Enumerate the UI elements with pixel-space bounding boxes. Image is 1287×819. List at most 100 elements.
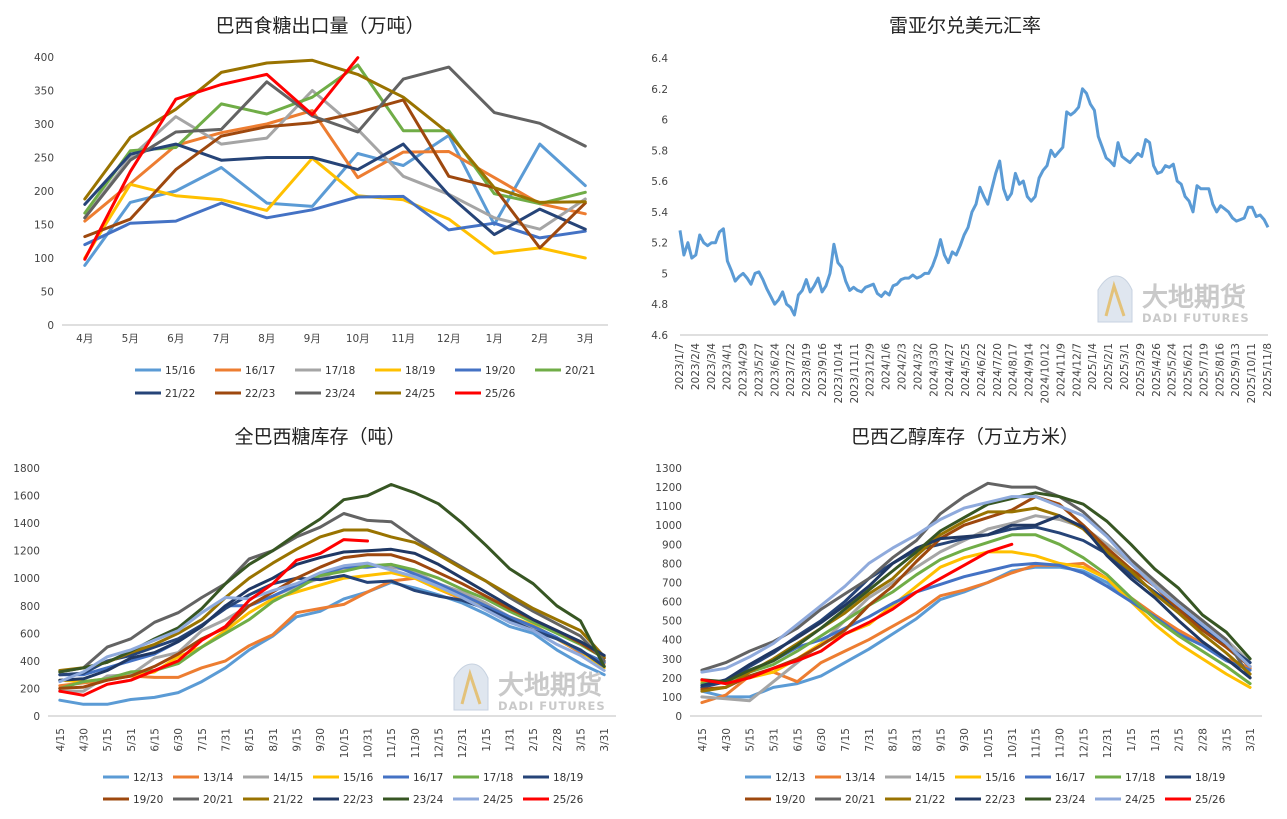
legend-item: 18/19 [375, 365, 435, 377]
y-tick-label: 1200 [655, 482, 682, 494]
y-tick-label: 200 [662, 673, 682, 685]
x-tick-label: 2024/12/7 [1071, 343, 1083, 397]
x-tick-label: 9/30 [315, 728, 327, 752]
y-tick-label: 300 [662, 654, 682, 666]
legend-item: 24/25 [1095, 794, 1155, 806]
legend-item: 15/16 [135, 365, 196, 377]
x-tick-label: 4/30 [79, 728, 91, 752]
series-line-25-26 [83, 56, 360, 261]
y-tick-label: 4.8 [651, 299, 668, 311]
series-line-24-25 [700, 495, 1252, 674]
y-tick-label: 500 [662, 616, 682, 628]
legend-item: 12/13 [745, 772, 805, 784]
x-tick-label: 8/15 [888, 728, 900, 752]
legend-item: 18/19 [523, 772, 583, 784]
legend-label: 25/26 [1195, 794, 1226, 806]
series-line-18-19 [58, 574, 606, 677]
y-tick-label: 6.2 [651, 84, 668, 96]
x-tick-label: 2024/10/12 [1040, 343, 1052, 404]
watermark-mountain-icon [1104, 280, 1126, 317]
series-line-22-23 [83, 98, 587, 250]
y-tick-label: 1100 [655, 501, 682, 513]
legend-item: 16/17 [383, 772, 443, 784]
x-tick-label: 1/31 [1150, 728, 1162, 752]
legend-label: 21/22 [273, 794, 303, 806]
x-tick-label: 2/28 [552, 728, 564, 752]
chart-ethanol_stock: 巴西乙醇库存（万立方米） 0 100 200 300 400 500 600 700 800 900… [655, 426, 1262, 806]
legend-label: 13/14 [203, 772, 234, 784]
x-tick-label: 2024/5/25 [960, 343, 972, 397]
series-line-23-24 [700, 491, 1252, 684]
series-line-16-17 [83, 109, 587, 223]
x-tick-label: 3/15 [576, 728, 588, 752]
legend-item: 12/13 [103, 772, 163, 784]
x-tick-label: 2023/4/1 [722, 343, 734, 390]
legend-item: 14/15 [885, 772, 945, 784]
y-tick-label: 6.4 [651, 53, 668, 65]
x-tick-label: 2025/9/13 [1230, 343, 1242, 397]
legend-item: 21/22 [885, 794, 945, 806]
x-tick-label: 5/15 [102, 728, 114, 752]
x-tick-label: 2025/3/1 [1119, 343, 1131, 390]
x-tick-label: 9/15 [935, 728, 947, 752]
y-tick-label: 600 [662, 597, 682, 609]
x-tick-label: 10/31 [363, 728, 375, 758]
watermark-subtext: DADI FUTURES [498, 699, 606, 713]
x-tick-label: 5/15 [745, 728, 757, 752]
legend-label: 24/25 [483, 794, 513, 806]
x-tick-label: 12/31 [1102, 728, 1114, 758]
x-tick-label: 12/15 [434, 728, 446, 758]
legend-item: 14/15 [243, 772, 303, 784]
x-tick-label: 3/15 [1221, 728, 1233, 752]
legend-item: 15/16 [313, 772, 374, 784]
x-tick-label: 6/30 [816, 728, 828, 752]
x-tick-label: 2023/6/24 [769, 343, 781, 397]
x-tick-label: 2025/8/16 [1214, 343, 1226, 397]
x-tick-label: 7月 [213, 333, 230, 345]
series-line-brl-usd [678, 87, 1270, 317]
legend-label: 17/18 [1125, 772, 1155, 784]
legend-item: 15/16 [955, 772, 1016, 784]
y-tick-label: 5.8 [651, 145, 668, 157]
legend-label: 19/20 [775, 794, 805, 806]
x-tick-label: 8/31 [911, 728, 923, 752]
series-line-20-21 [58, 512, 606, 674]
watermark-shield-icon [1097, 275, 1133, 323]
legend-label: 14/15 [273, 772, 303, 784]
legend-item: 20/21 [815, 794, 875, 806]
legend-item: 24/25 [375, 388, 435, 400]
x-tick-label: 2024/9/14 [1024, 343, 1036, 397]
x-tick-label: 4/15 [55, 728, 67, 752]
y-tick-label: 200 [20, 683, 40, 695]
chart-title: 全巴西糖库存（吨） [234, 426, 405, 448]
legend-label: 21/22 [165, 388, 195, 400]
legend-label: 17/18 [325, 365, 355, 377]
y-tick-label: 1300 [655, 463, 682, 475]
x-tick-label: 11/15 [386, 728, 398, 758]
x-tick-label: 2024/11/9 [1055, 343, 1067, 397]
x-tick-label: 1/15 [481, 728, 493, 752]
x-tick-label: 1/15 [1126, 728, 1138, 752]
legend-item: 17/18 [1095, 772, 1155, 784]
x-tick-label: 12/31 [457, 728, 469, 758]
series-line-18-19 [83, 156, 587, 260]
legend-item: 25/26 [523, 794, 584, 806]
x-tick-label: 7/15 [840, 728, 852, 752]
y-tick-label: 4.6 [651, 330, 668, 342]
legend-label: 15/16 [343, 772, 374, 784]
x-tick-label: 2025/10/11 [1246, 343, 1258, 404]
x-tick-label: 3/31 [1245, 728, 1257, 752]
x-tick-label: 2023/12/9 [865, 343, 877, 397]
legend-label: 23/24 [1055, 794, 1086, 806]
x-tick-label: 5/31 [126, 728, 138, 752]
y-tick-label: 1200 [13, 546, 40, 558]
x-tick-label: 2023/7/22 [785, 343, 797, 397]
x-tick-label: 11月 [391, 333, 415, 345]
y-tick-label: 100 [34, 253, 54, 265]
x-tick-label: 4月 [76, 333, 93, 345]
chart-fx: 雷亚尔兑美元汇率 4.6 4.8 5 5.2 5.4 5.6 5.8 6 6.2 6.4 2023/1… [651, 15, 1274, 404]
x-tick-label: 7/31 [221, 728, 233, 752]
chart-title: 巴西乙醇库存（万立方米） [851, 426, 1079, 448]
x-tick-label: 9/15 [292, 728, 304, 752]
